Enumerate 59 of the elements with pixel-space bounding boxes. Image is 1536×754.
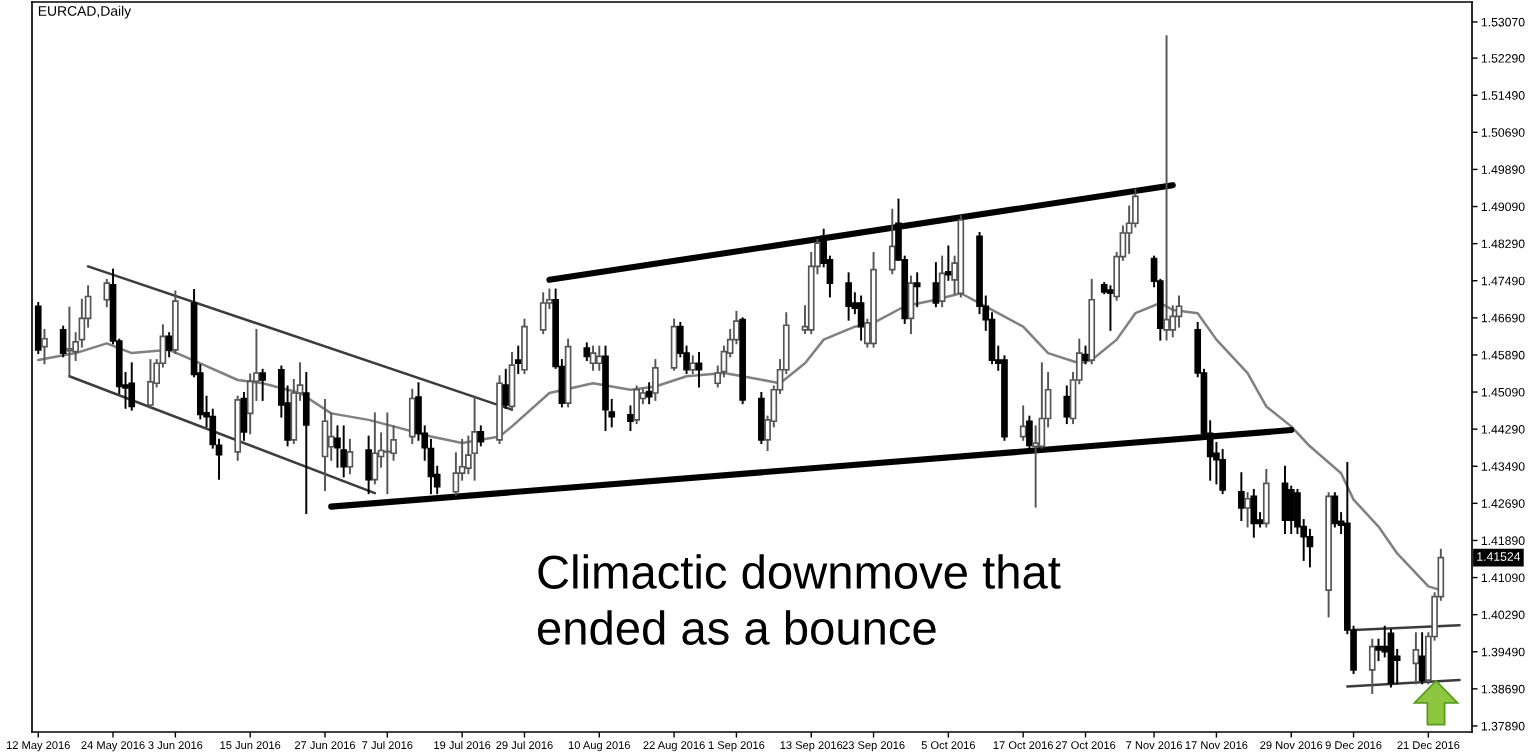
candlestick (1287, 485, 1295, 535)
candlestick (66, 306, 73, 378)
candlestick (1238, 472, 1245, 522)
candlestick (477, 425, 485, 447)
candlestick (1262, 468, 1270, 528)
candlestick (845, 272, 852, 321)
candlestick (302, 372, 310, 515)
candlestick (670, 318, 678, 371)
candlestick (1281, 465, 1289, 535)
candlestick (1107, 285, 1114, 331)
candlestick (913, 272, 921, 308)
candlestick (857, 295, 865, 341)
candlestick (1063, 385, 1071, 425)
candlestick (59, 325, 67, 358)
candlestick (1412, 632, 1420, 685)
candlestick (1418, 632, 1426, 685)
candlestick (471, 395, 478, 481)
candlestick (259, 368, 266, 401)
candlestick (932, 262, 940, 308)
candlestick (1032, 425, 1039, 508)
candlestick (371, 412, 379, 485)
candlestick (1331, 492, 1339, 528)
candlestick (327, 412, 335, 461)
candlestick (103, 278, 111, 308)
candlestick (633, 385, 641, 425)
candlestick (539, 292, 547, 335)
candlestick (408, 388, 416, 445)
candlestick (627, 405, 634, 432)
candlestick (1244, 492, 1251, 528)
candlestick (1250, 488, 1258, 538)
candlestick (147, 359, 154, 409)
candlestick (321, 398, 329, 491)
annotation: Climactic downmove that ended as a bounce (538, 554, 1061, 645)
candlestick (514, 345, 522, 374)
candlestick (595, 345, 603, 371)
candlestick (165, 332, 173, 358)
candlestick (521, 318, 528, 374)
candlestick (340, 425, 348, 478)
candlestick (938, 255, 946, 308)
candlestick (1375, 638, 1382, 662)
candlestick (695, 352, 703, 388)
candlestick (888, 208, 896, 275)
candlestick (1163, 35, 1170, 341)
candlestick (645, 382, 653, 405)
candlestick (589, 345, 597, 371)
candlestick (346, 438, 354, 475)
candlestick (365, 435, 372, 495)
candlestick (652, 359, 659, 401)
candlestick (128, 362, 136, 411)
candlestick (1219, 449, 1226, 495)
candlestick (508, 352, 516, 411)
candlestick (41, 328, 48, 365)
candlestick (383, 412, 391, 495)
candlestick (1368, 638, 1376, 695)
candlestick (758, 392, 765, 445)
candlestick (240, 392, 248, 441)
candlestick (502, 368, 510, 409)
candlestick (945, 245, 952, 281)
candlestick (907, 275, 915, 335)
